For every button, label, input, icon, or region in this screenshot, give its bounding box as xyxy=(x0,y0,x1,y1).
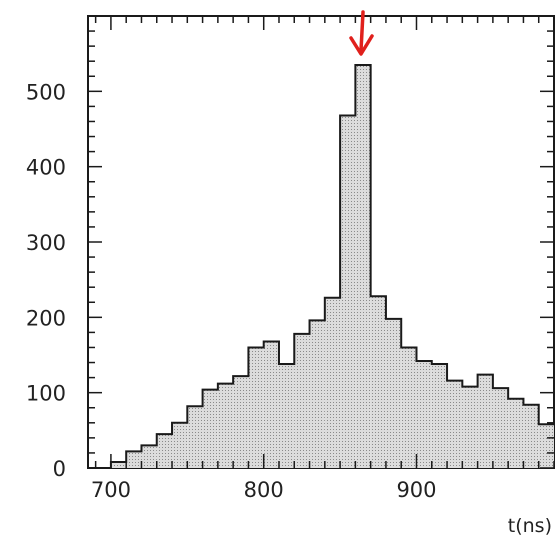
histogram-bar xyxy=(294,333,310,468)
histogram-bar xyxy=(248,347,264,468)
histogram-bars xyxy=(110,64,554,468)
histogram-bar xyxy=(324,297,341,468)
histogram-bar xyxy=(202,389,218,468)
histogram-bar xyxy=(309,320,325,468)
histogram-bar xyxy=(462,386,478,468)
histogram-outline xyxy=(109,63,554,468)
x-tick-label: 800 xyxy=(244,478,284,502)
histogram-bar xyxy=(492,388,509,468)
histogram-bar xyxy=(355,64,371,468)
histogram-bar xyxy=(172,422,188,468)
histogram-bar xyxy=(416,361,432,468)
x-axis-title: t(ns) xyxy=(508,515,552,537)
histogram-bar xyxy=(538,424,554,468)
y-axis-tick-labels: 0 100 200 300 400 500 xyxy=(26,80,66,481)
histogram-bar xyxy=(523,404,539,468)
x-tick-label: 700 xyxy=(91,478,131,502)
x-axis-tick-labels: 700 800 900 xyxy=(91,478,437,502)
arrow-shaft xyxy=(359,10,365,52)
histogram-bar xyxy=(401,347,417,468)
histogram-bar xyxy=(340,115,356,468)
y-tick-label: 100 xyxy=(26,382,66,406)
histogram-bar xyxy=(110,461,127,468)
x-tick-label: 900 xyxy=(396,478,436,502)
histogram-bar xyxy=(263,341,279,468)
peak-arrow-annotation xyxy=(349,10,374,56)
y-tick-label: 300 xyxy=(26,231,66,255)
histogram-bar xyxy=(431,364,448,468)
histogram-bar xyxy=(187,406,203,468)
arrow-head xyxy=(349,34,374,56)
histogram-bar xyxy=(141,445,157,468)
histogram-bar xyxy=(126,451,142,468)
histogram-bar xyxy=(278,364,295,468)
y-tick-label: 400 xyxy=(26,156,66,180)
x-axis-ticks xyxy=(94,16,555,468)
y-tick-label: 500 xyxy=(26,80,66,104)
histogram-bar xyxy=(385,318,402,468)
histogram-bar xyxy=(217,383,234,468)
histogram-bar xyxy=(156,434,173,468)
histogram-bar xyxy=(233,376,249,468)
histogram-bar xyxy=(447,380,463,468)
histogram-bar xyxy=(477,374,493,468)
histogram-bar xyxy=(508,398,524,468)
y-tick-label: 0 xyxy=(53,457,66,481)
histogram-bar xyxy=(370,296,386,468)
y-axis-ticks xyxy=(88,15,554,469)
y-tick-label: 200 xyxy=(26,306,66,330)
